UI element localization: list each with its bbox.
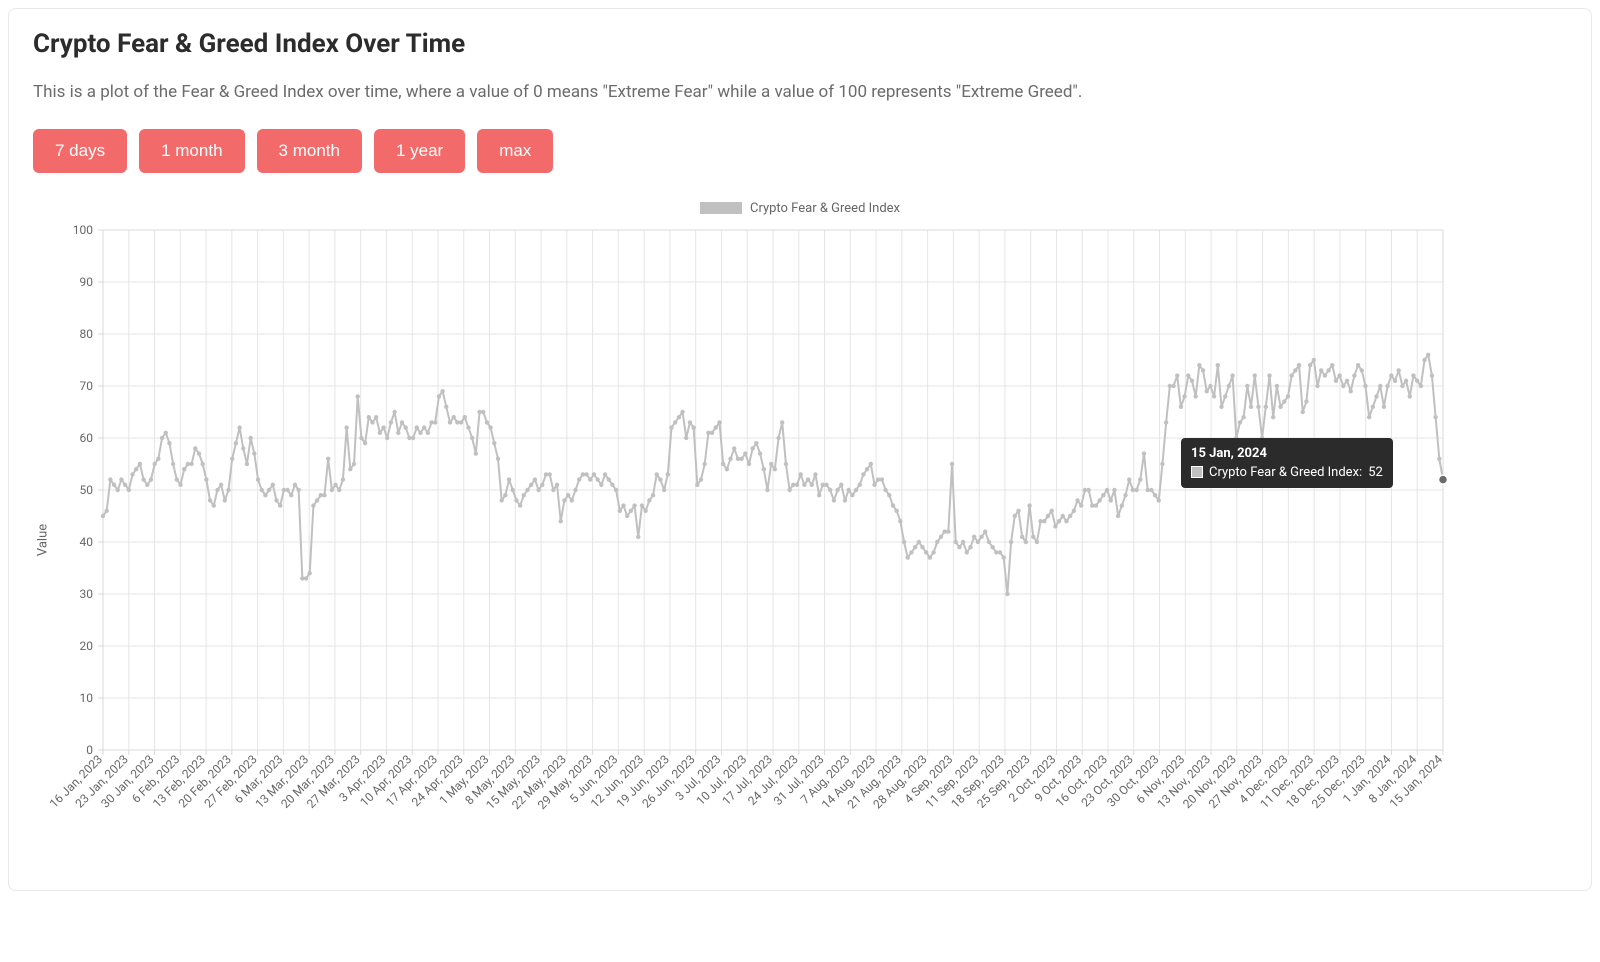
svg-text:100: 100	[73, 223, 93, 237]
chart-area[interactable]: Value 010203040506070809010016 Jan, 2023…	[33, 220, 1567, 860]
svg-text:20: 20	[80, 639, 94, 653]
svg-text:60: 60	[80, 431, 94, 445]
line-chart-svg: 010203040506070809010016 Jan, 202323 Jan…	[33, 220, 1463, 860]
svg-text:90: 90	[80, 275, 94, 289]
svg-text:50: 50	[80, 483, 94, 497]
svg-text:80: 80	[80, 327, 94, 341]
chart-card: Crypto Fear & Greed Index Over Time This…	[8, 8, 1592, 891]
chart-description: This is a plot of the Fear & Greed Index…	[33, 81, 1567, 105]
range-max-button[interactable]: max	[477, 129, 553, 173]
svg-text:70: 70	[80, 379, 94, 393]
range-7days-button[interactable]: 7 days	[33, 129, 127, 173]
y-axis-label: Value	[36, 524, 51, 556]
range-1month-button[interactable]: 1 month	[139, 129, 244, 173]
range-1year-button[interactable]: 1 year	[374, 129, 465, 173]
svg-text:10: 10	[80, 691, 94, 705]
svg-text:30: 30	[80, 587, 94, 601]
chart-legend: Crypto Fear & Greed Index	[33, 201, 1567, 216]
legend-label: Crypto Fear & Greed Index	[750, 201, 900, 216]
range-buttons: 7 days 1 month 3 month 1 year max	[33, 129, 1567, 173]
legend-swatch	[700, 202, 742, 214]
svg-text:40: 40	[80, 535, 94, 549]
page-title: Crypto Fear & Greed Index Over Time	[33, 29, 1567, 59]
range-3month-button[interactable]: 3 month	[257, 129, 362, 173]
